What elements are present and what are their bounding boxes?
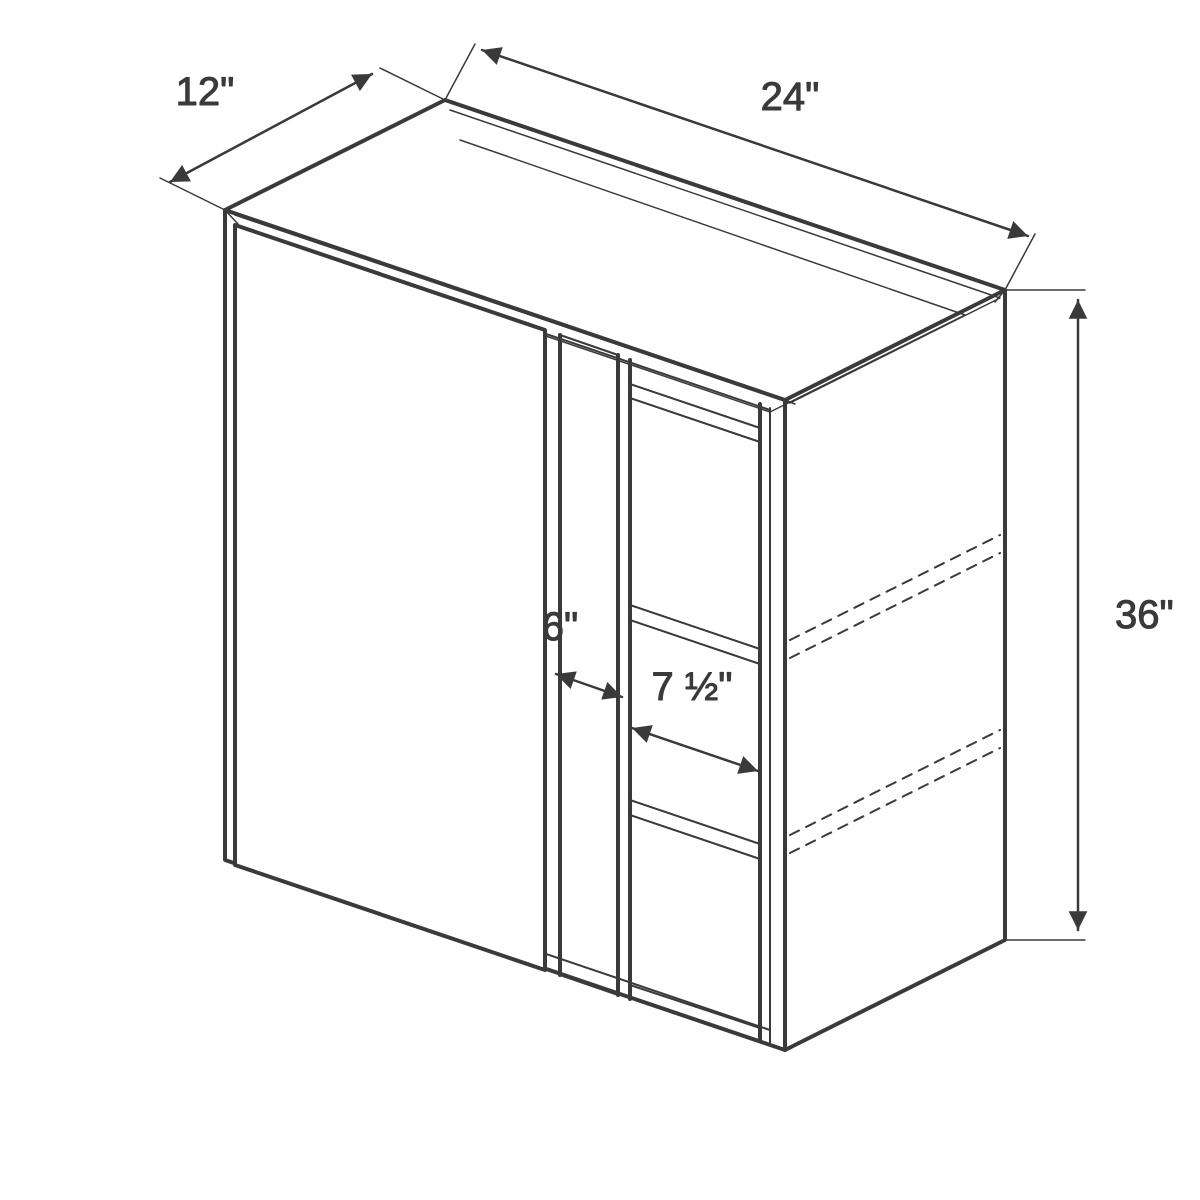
dim-depth-label: 12": [176, 70, 235, 114]
dim-width-label: 24": [761, 75, 820, 119]
dim-height-label: 36": [1115, 593, 1174, 637]
cabinet-dimension-diagram: 12" 24" 36" 6" 7 ½": [0, 0, 1200, 1200]
dim-stile-label: 6": [542, 605, 578, 649]
dim-opening-label: 7 ½": [652, 665, 733, 709]
